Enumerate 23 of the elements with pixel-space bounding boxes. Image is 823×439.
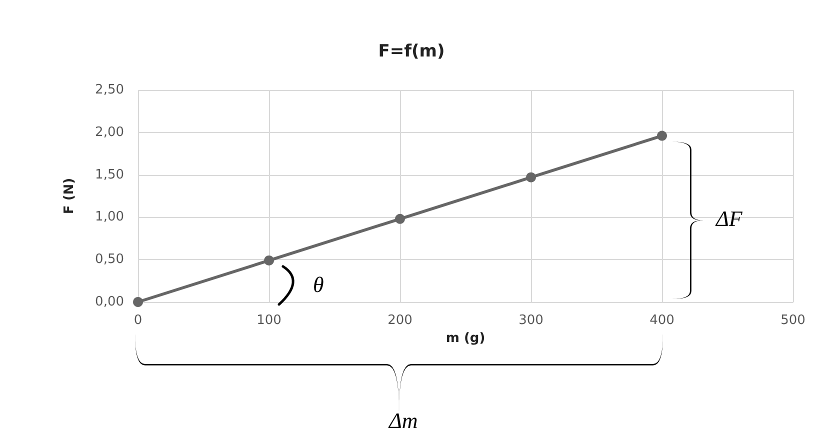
x-tick-label: 300	[518, 313, 544, 328]
y-tick-label: 1,50	[95, 167, 124, 182]
annotation: ΔF	[716, 206, 742, 232]
point	[657, 130, 667, 141]
x-tick-label: 100	[256, 313, 282, 328]
x-tick-label: 400	[650, 313, 674, 328]
y-tick-label: 2,00	[95, 124, 124, 140]
point	[526, 172, 536, 182]
y-tick-label: 0,00	[95, 294, 124, 310]
annotation: θ	[313, 272, 324, 298]
x-tick-label: 0	[134, 313, 142, 328]
y-tick-label: 2,50	[95, 82, 124, 98]
x-tick-label: 500	[780, 313, 806, 328]
y-axis-title: F (N)	[62, 178, 77, 214]
x-tick-label: 200	[388, 313, 412, 328]
point	[133, 297, 143, 307]
x-axis-title: m (g)	[446, 331, 486, 346]
chart-title: F=f(m)	[378, 42, 445, 62]
point	[264, 255, 274, 266]
point	[395, 214, 405, 224]
y-tick-label: 1,00	[95, 210, 124, 225]
text: Δm	[389, 408, 418, 434]
y-tick-label: 0,50	[95, 252, 124, 268]
